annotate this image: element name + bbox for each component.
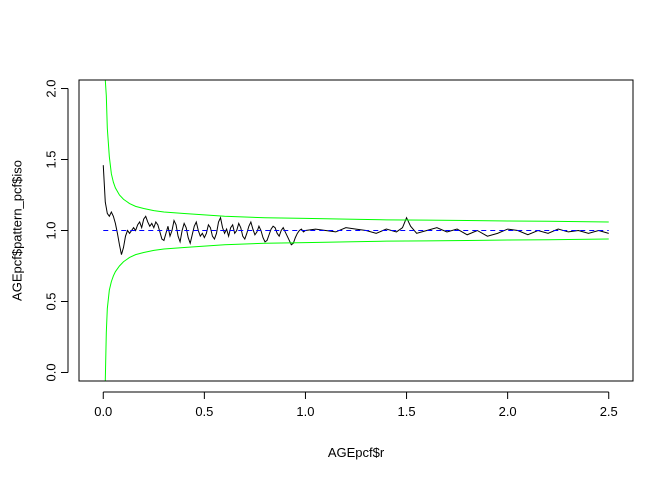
y-tick-label: 1.5: [43, 150, 58, 168]
plot-frame: [78, 79, 634, 382]
x-axis: 0.0 0.5 1.0 1.5 2.0 2.5: [94, 391, 618, 419]
y-tick-label: 0.5: [43, 292, 58, 310]
series-line-3: [104, 79, 609, 223]
y-tick-label: 1.0: [43, 221, 58, 239]
x-tick-label: 0.5: [195, 404, 213, 419]
series-layer: [102, 79, 609, 382]
y-axis: 0.0 0.5 1.0 1.5 2.0: [43, 79, 69, 382]
x-tick-label: 2.5: [600, 404, 618, 419]
x-tick-label: 1.5: [398, 404, 416, 419]
series-line-1: [102, 165, 609, 255]
y-axis-label: AGEpcf$pattern_pcf$iso: [9, 160, 24, 301]
y-tick-label: 0.0: [43, 363, 58, 381]
x-axis-label: AGEpcf$r: [328, 445, 385, 460]
series-line-4: [104, 238, 609, 382]
x-tick-label: 1.0: [296, 404, 314, 419]
y-tick-label: 2.0: [43, 79, 58, 97]
x-tick-label: 2.0: [499, 404, 517, 419]
x-tick-label: 0.0: [94, 404, 112, 419]
